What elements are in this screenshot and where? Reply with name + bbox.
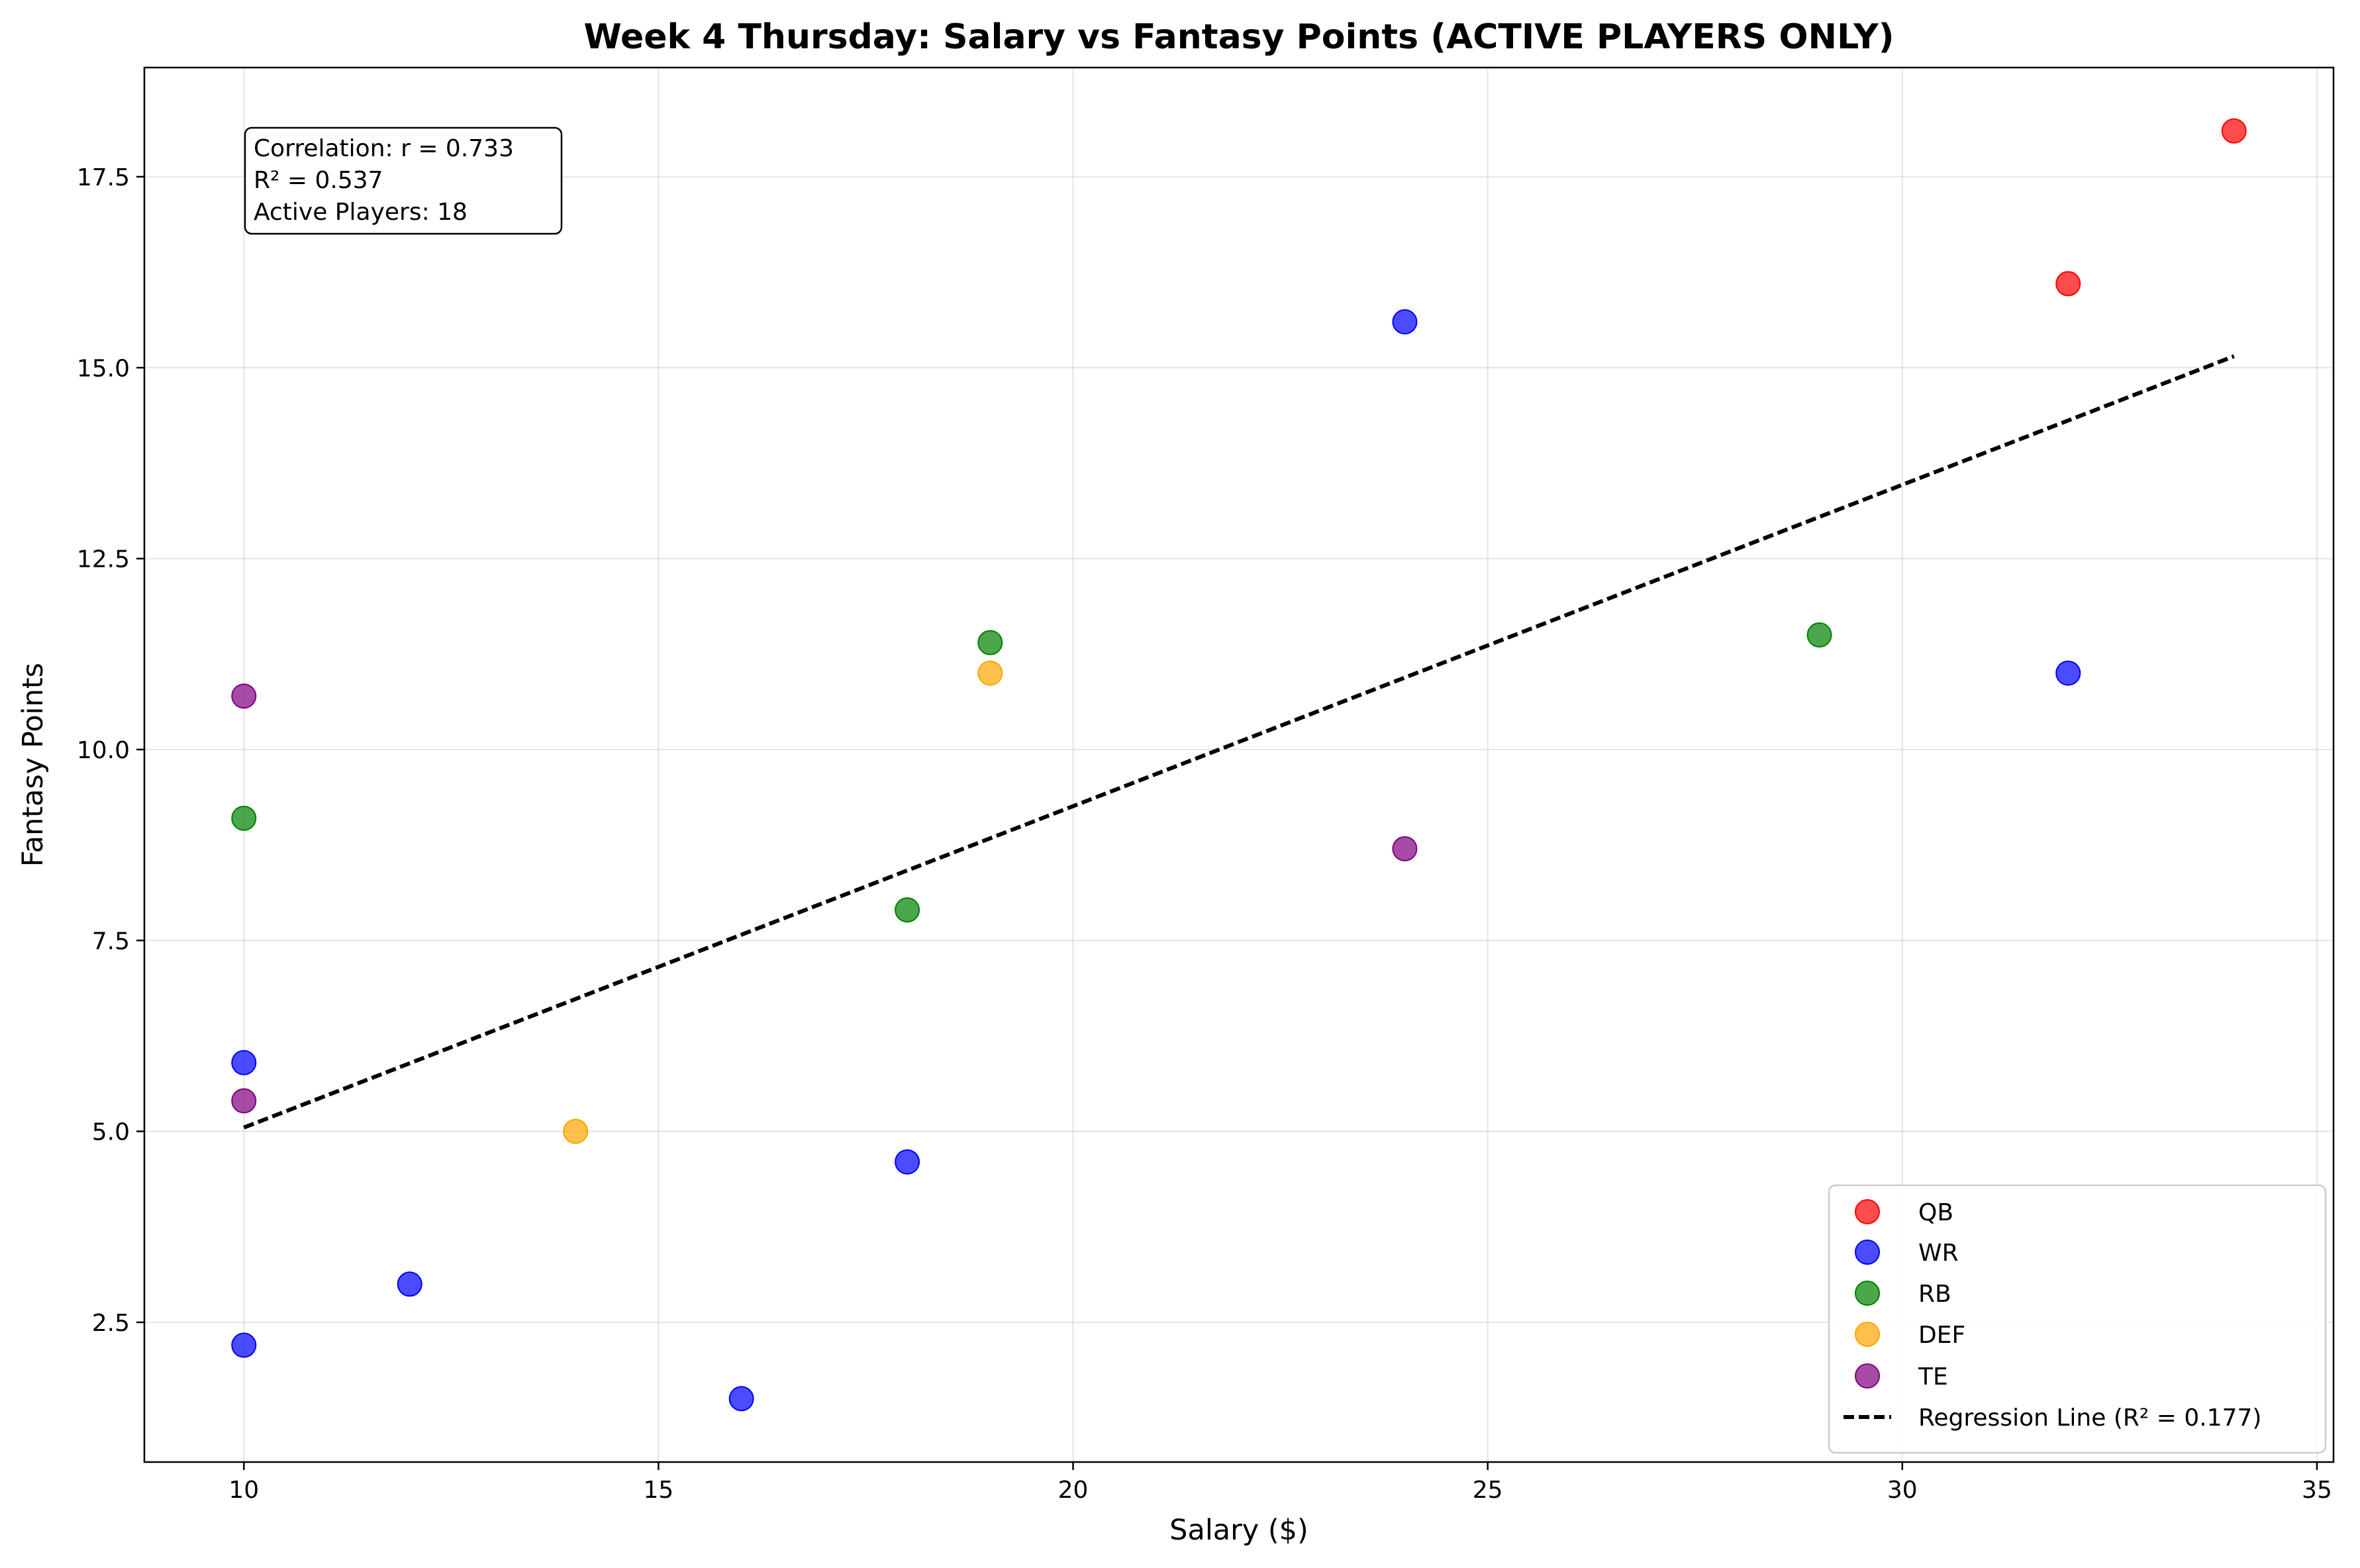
x-tick-label: 15 (644, 1477, 674, 1504)
legend-marker-rb (1855, 1281, 1880, 1306)
y-tick-label: 7.5 (92, 928, 130, 955)
x-axis: 10 15 20 25 30 35 (228, 1462, 2332, 1504)
y-tick-label: 10.0 (77, 737, 130, 764)
data-point-rb (231, 805, 257, 831)
legend-marker-te (1855, 1363, 1880, 1389)
data-point-rb (895, 897, 920, 923)
data-point-wr (895, 1149, 920, 1175)
data-point-wr (728, 1386, 754, 1412)
data-point-wr (231, 1050, 257, 1075)
stats-annotation: Correlation: r = 0.733 R² = 0.537 Active… (244, 126, 563, 235)
x-tick-label: 20 (1058, 1477, 1089, 1504)
y-tick-label: 15.0 (77, 355, 130, 382)
legend-label-wr: WR (1918, 1240, 1959, 1267)
x-tick-label: 10 (228, 1477, 259, 1504)
data-point-qb (2221, 118, 2247, 144)
stats-active-players: Active Players: 18 (254, 199, 467, 226)
legend: QB WR RB DEF TE Regression Line (R² = 0.… (1828, 1184, 2327, 1454)
grid (144, 68, 2334, 1462)
x-axis-label: Salary ($) (1169, 1514, 1308, 1547)
stats-correlation: Correlation: r = 0.733 (254, 135, 514, 162)
legend-label-te: TE (1918, 1363, 1948, 1391)
legend-label-rb: RB (1918, 1281, 1951, 1308)
x-tick-label: 35 (2302, 1477, 2332, 1504)
legend-label-regression: Regression Line (R² = 0.177) (1918, 1404, 2261, 1432)
regression-line (243, 354, 2235, 1130)
y-axis-label: Fantasy Points (17, 663, 50, 867)
data-point-te (231, 683, 257, 709)
data-point-te (231, 1088, 257, 1114)
y-tick-label: 12.5 (77, 546, 130, 573)
x-tick-label: 30 (1887, 1477, 1918, 1504)
y-tick-label: 17.5 (77, 164, 130, 191)
chart-title: Week 4 Thursday: Salary vs Fantasy Point… (583, 17, 1894, 57)
legend-box (1828, 1184, 2327, 1454)
y-tick-label: 2.5 (92, 1310, 130, 1337)
data-point-wr (1392, 309, 1418, 335)
data-point-wr (2055, 660, 2081, 686)
data-point-rb (1806, 622, 1832, 648)
regression-layer (243, 354, 2235, 1130)
data-point-def (977, 660, 1003, 686)
legend-label-def: DEF (1918, 1322, 1965, 1349)
data-point-def (563, 1118, 589, 1144)
legend-marker-wr (1855, 1240, 1880, 1265)
data-point-te (1392, 836, 1418, 861)
legend-label-qb: QB (1918, 1199, 1953, 1226)
points-layer (231, 118, 2247, 1412)
plot-area-frame (143, 66, 2335, 1463)
data-point-wr (231, 1332, 257, 1358)
y-axis: 2.5 5.0 7.5 10.0 12.5 15.0 17.5 (77, 164, 144, 1337)
data-point-wr (397, 1271, 422, 1297)
x-tick-label: 25 (1473, 1477, 1503, 1504)
data-point-rb (977, 630, 1003, 656)
legend-marker-def (1855, 1322, 1880, 1347)
stats-r-squared: R² = 0.537 (254, 167, 383, 194)
stats-annotation-box (244, 126, 563, 235)
legend-marker-qb (1855, 1199, 1880, 1224)
y-tick-label: 5.0 (92, 1119, 130, 1146)
data-point-qb (2055, 271, 2081, 297)
